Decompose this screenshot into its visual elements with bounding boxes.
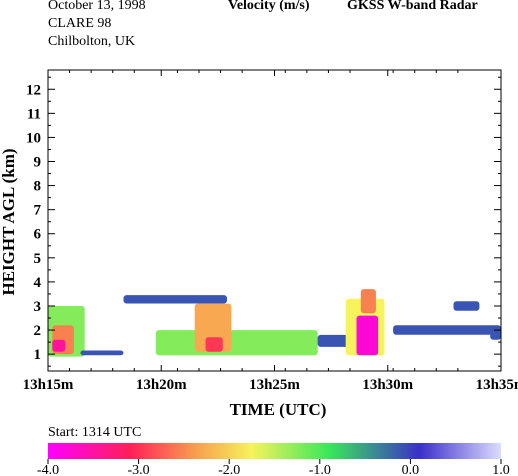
colorbar-ticks: -4.0 -3.0 -2.0 -1.0 0.0 1.0	[37, 459, 510, 476]
y-tick-label: 1	[34, 347, 42, 363]
y-tick-label: 11	[27, 106, 41, 122]
x-tick-label: 13h30m	[362, 377, 413, 393]
echo-region-15	[490, 327, 501, 340]
y-tick-label: 7	[34, 203, 42, 219]
x-tick-label: 13h20m	[136, 377, 187, 393]
echo-region-9	[317, 334, 350, 347]
y-axis-title: HEIGHT AGL (km)	[0, 148, 18, 295]
x-tick-label: 13h35m	[476, 377, 518, 393]
y-tick-label: 4	[34, 275, 42, 291]
echo-region-5	[123, 295, 227, 304]
y-tick-label: 10	[26, 130, 41, 146]
start-time-label: Start: 1314 UTC	[48, 425, 142, 440]
x-tick-label: 13h25m	[249, 377, 300, 393]
campaign-label: CLARE 98	[48, 16, 112, 31]
instrument-label: GKSS W-band Radar	[347, 0, 478, 13]
echo-region-4	[80, 350, 124, 356]
colorbar	[48, 443, 501, 459]
x-axis: 13h15m 13h20m 13h25m 13h30m 13h35m	[23, 70, 518, 393]
echo-region-11	[356, 315, 379, 356]
colorbar-tick-label: 1.0	[492, 463, 510, 476]
y-tick-label: 9	[34, 155, 42, 171]
x-axis-title: TIME (UTC)	[230, 400, 327, 419]
echo-region-13	[393, 325, 501, 335]
y-tick-label: 2	[34, 323, 42, 339]
echo-layer	[48, 289, 501, 357]
colorbar-tick-label: -3.0	[128, 463, 150, 476]
location-label: Chilbolton, UK	[48, 34, 136, 49]
colorbar-tick-label: 0.0	[402, 463, 420, 476]
echo-region-6	[155, 330, 318, 356]
echo-region-3	[52, 339, 66, 352]
echo-region-14	[453, 301, 480, 311]
y-tick-label: 3	[34, 299, 42, 315]
x-tick-label: 13h15m	[23, 377, 74, 393]
colorbar-tick-label: -2.0	[218, 463, 240, 476]
echo-region-12	[360, 289, 376, 314]
colorbar-tick-label: -1.0	[309, 463, 331, 476]
y-tick-label: 12	[26, 82, 41, 98]
chart-title: Velocity (m/s)	[228, 0, 310, 13]
colorbar-tick-label: -4.0	[37, 463, 59, 476]
date-label: October 13, 1998	[48, 0, 146, 13]
echo-region-8	[205, 337, 223, 352]
y-tick-label: 5	[34, 251, 42, 267]
y-tick-label: 6	[34, 227, 42, 243]
y-tick-label: 8	[34, 179, 42, 195]
